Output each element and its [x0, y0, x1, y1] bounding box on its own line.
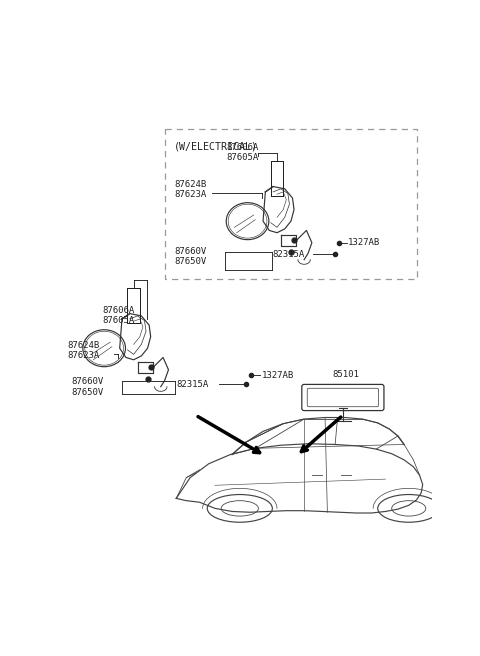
Text: 85101: 85101 [333, 370, 360, 379]
Text: 82315A: 82315A [272, 250, 305, 258]
Text: 82315A: 82315A [176, 380, 208, 389]
Text: 87660V
87650V: 87660V 87650V [175, 247, 207, 266]
Text: 87606A
87605A: 87606A 87605A [227, 142, 259, 162]
Text: 1327AB: 1327AB [348, 238, 380, 247]
Text: (W/ELECTRICAL): (W/ELECTRICAL) [174, 141, 258, 151]
Text: 1327AB: 1327AB [262, 371, 294, 380]
Text: 87660V
87650V: 87660V 87650V [72, 377, 104, 397]
Text: 87624B
87623A: 87624B 87623A [68, 340, 100, 360]
Text: 87606A
87605A: 87606A 87605A [103, 306, 135, 325]
Text: 87624B
87623A: 87624B 87623A [175, 180, 207, 199]
